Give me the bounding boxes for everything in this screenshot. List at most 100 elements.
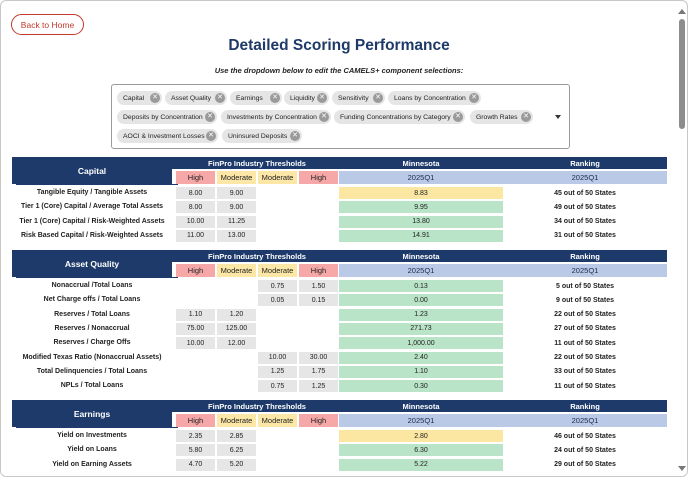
threshold-cell: 30.00: [299, 351, 338, 364]
remove-chip-icon[interactable]: ✕: [373, 93, 383, 103]
threshold-cell: 11.25: [217, 215, 256, 228]
threshold-cell: 6.25: [217, 444, 256, 457]
ranking-cell: 45 out of 50 States: [554, 189, 616, 197]
ranking-cell: 33 out of 50 States: [554, 368, 616, 376]
remove-chip-icon[interactable]: ✕: [469, 93, 479, 103]
remove-chip-icon[interactable]: ✕: [317, 93, 327, 103]
threshold-cell: 0.75: [258, 280, 297, 292]
metric-label: Yield on Investments: [57, 432, 127, 439]
table-row: Total Delinquencies / Total Loans 1.25 1.7…: [12, 365, 667, 378]
scrollbar-thumb[interactable]: [679, 19, 685, 129]
metric-label: Reserves / Nonaccrual: [54, 324, 130, 332]
table-row: Tangible Equity / Tangible Assets 8.00 9.0…: [12, 187, 667, 199]
section-title: Asset Quality: [12, 250, 172, 277]
state-value-cell: 1.10: [339, 365, 503, 378]
threshold-cell: 4.70: [176, 458, 215, 471]
ranking-header: Ranking: [570, 158, 600, 168]
metric-label: Yield on Loans: [67, 446, 117, 454]
metric-label: Risk Based Capital / Risk-Weighted Asset…: [21, 231, 163, 239]
ranking-header: Ranking: [570, 401, 600, 411]
moderate-subheader: Moderate: [258, 414, 297, 427]
threshold-cell: 0.05: [258, 294, 297, 307]
metric-label: Tier 1 (Core) Capital / Average Total As…: [20, 203, 164, 211]
remove-chip-icon[interactable]: ✕: [453, 112, 463, 122]
quarter-subheader: 2025Q1: [339, 264, 503, 277]
quarter-subheader: 2025Q1: [339, 171, 503, 184]
state-value-cell: 2.40: [339, 351, 503, 364]
moderate-subheader: Moderate: [217, 414, 256, 427]
component-multiselect[interactable]: Capital ✕ Asset Quality ✕ Earnings ✕ Liquid…: [111, 84, 570, 149]
threshold-cell: 1.50: [299, 280, 338, 292]
ranking-cell: 46 out of 50 States: [554, 432, 616, 440]
state-header: Minnesota: [402, 158, 440, 168]
table-row: Tier 1 (Core) Capital / Risk-Weighted As…: [12, 215, 667, 228]
chip-sensitivity: Sensitivity ✕: [332, 91, 385, 105]
threshold-cell: 5.80: [176, 444, 215, 457]
metric-label: NPLs / Total Loans: [60, 382, 124, 390]
table-row: Risk Based Capital / Risk-Weighted Asset…: [12, 229, 667, 242]
metric-label: Net Charge offs / Total Loans: [43, 296, 141, 304]
ranking-header: Ranking: [570, 251, 600, 261]
remove-chip-icon[interactable]: ✕: [215, 93, 225, 103]
thresholds-header: FinPro Industry Thresholds: [208, 158, 306, 168]
threshold-cell: 1.25: [299, 380, 338, 393]
remove-chip-icon[interactable]: ✕: [319, 112, 329, 122]
threshold-cell: 11.00: [176, 229, 215, 242]
remove-chip-icon[interactable]: ✕: [521, 112, 531, 122]
table-row: Tier 1 (Core) Capital / Average Total As…: [12, 201, 667, 214]
table-row: Reserves / Charge Offs 10.00 12.00 1,000.00…: [12, 337, 667, 350]
moderate-subheader: Moderate: [258, 264, 297, 277]
scrollbar[interactable]: [678, 9, 686, 471]
scroll-up-arrow-icon[interactable]: [678, 9, 686, 14]
metric-label: Reserves / Total Loans: [54, 310, 130, 318]
state-value-cell: 0.00: [339, 294, 503, 307]
section-title: Earnings: [12, 400, 172, 427]
metric-label: Total Delinquencies / Total Loans: [36, 367, 148, 375]
ranking-cell: 22 out of 50 States: [554, 354, 616, 361]
chip-earnings: Earnings ✕: [230, 91, 282, 105]
high-subheader: High: [176, 171, 215, 184]
high-subheader: High: [176, 264, 215, 277]
threshold-cell: 0.15: [299, 294, 338, 307]
thresholds-header: FinPro Industry Thresholds: [208, 251, 306, 261]
moderate-subheader: Moderate: [217, 264, 256, 277]
metric-label: Tier 1 (Core) Capital / Risk-Weighted As…: [19, 217, 165, 225]
ranking-cell: 27 out of 50 States: [554, 325, 616, 333]
remove-chip-icon[interactable]: ✕: [290, 131, 300, 141]
metric-label: Modified Texas Ratio (Nonaccrual Assets): [22, 353, 162, 361]
table-row: Modified Texas Ratio (Nonaccrual Assets)…: [12, 351, 667, 364]
table-row: Reserves / Total Loans 1.10 1.20 1.23 22 out…: [12, 308, 667, 321]
instructions-text: Use the dropdown below to edit the CAMEL…: [214, 66, 464, 75]
thresholds-header: FinPro Industry Thresholds: [208, 401, 306, 411]
scroll-down-arrow-icon[interactable]: [678, 466, 686, 471]
quarter-subheader: 2025Q1: [503, 264, 667, 277]
chip-capital: Capital ✕: [117, 91, 162, 105]
remove-chip-icon[interactable]: ✕: [205, 112, 215, 122]
ranking-cell: 9 out of 50 States: [556, 296, 614, 304]
threshold-cell: 125.00: [217, 322, 256, 335]
threshold-cell: 2.35: [176, 430, 215, 442]
chevron-down-icon[interactable]: [555, 115, 561, 119]
threshold-cell: 9.00: [217, 201, 256, 214]
ranking-cell: 11 out of 50 States: [554, 382, 616, 390]
table-row: Yield on Loans 5.80 6.25 6.30 24 out of 50 S…: [12, 444, 667, 457]
page-title: Detailed Scoring Performance: [228, 37, 450, 54]
state-value-cell: 13.80: [339, 215, 503, 228]
chip-deposits-by-concentration: Deposits by Concentration ✕: [117, 110, 217, 124]
state-header: Minnesota: [402, 251, 440, 261]
high-subheader: High: [299, 171, 338, 184]
threshold-cell: 10.00: [176, 215, 215, 228]
chip-liquidity: Liquidity ✕: [284, 91, 329, 105]
threshold-cell: 1.75: [299, 365, 338, 378]
quarter-subheader: 2025Q1: [503, 414, 667, 427]
state-value-cell: 8.83: [339, 187, 503, 199]
remove-chip-icon[interactable]: ✕: [270, 93, 280, 103]
threshold-cell: 10.00: [258, 351, 297, 364]
threshold-cell: 9.00: [217, 187, 256, 199]
state-value-cell: 2.80: [339, 430, 503, 442]
remove-chip-icon[interactable]: ✕: [150, 93, 160, 103]
section-title: Capital: [12, 157, 172, 184]
threshold-cell: 2.85: [217, 430, 256, 442]
back-to-home-button[interactable]: Back to Home: [11, 14, 84, 35]
remove-chip-icon[interactable]: ✕: [206, 131, 216, 141]
